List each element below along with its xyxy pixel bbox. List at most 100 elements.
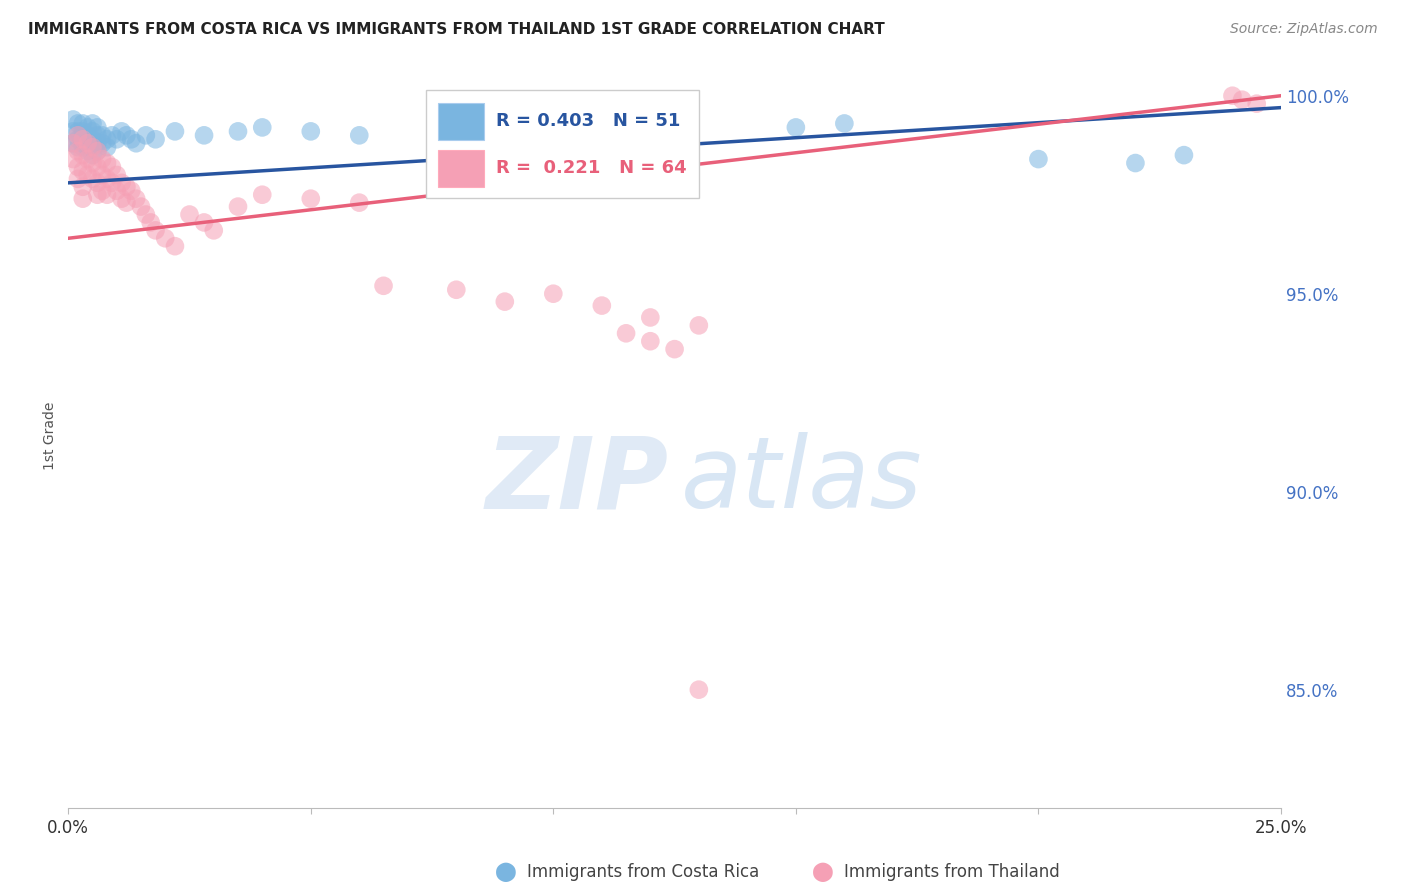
Point xyxy=(834,116,856,130)
Point xyxy=(193,215,215,229)
Point xyxy=(96,140,118,154)
Point xyxy=(105,132,128,146)
Text: ⬤: ⬤ xyxy=(495,863,517,882)
Point xyxy=(62,136,84,151)
Point xyxy=(115,128,138,143)
Point xyxy=(202,223,225,237)
Text: R = 0.403   N = 51: R = 0.403 N = 51 xyxy=(496,112,681,130)
Point xyxy=(640,124,662,138)
Point xyxy=(72,140,94,154)
Text: IMMIGRANTS FROM COSTA RICA VS IMMIGRANTS FROM THAILAND 1ST GRADE CORRELATION CHA: IMMIGRANTS FROM COSTA RICA VS IMMIGRANTS… xyxy=(28,22,884,37)
Point xyxy=(1028,152,1050,166)
FancyBboxPatch shape xyxy=(426,90,699,198)
Text: Source: ZipAtlas.com: Source: ZipAtlas.com xyxy=(1230,22,1378,37)
Point xyxy=(101,176,124,190)
Point xyxy=(96,132,118,146)
Text: ⬤: ⬤ xyxy=(811,863,834,882)
Point xyxy=(139,215,162,229)
Point xyxy=(115,195,138,210)
Point xyxy=(349,195,371,210)
Point xyxy=(543,286,565,301)
Point xyxy=(120,184,142,198)
Point xyxy=(76,168,98,182)
Point xyxy=(72,164,94,178)
Point xyxy=(66,144,89,158)
Point xyxy=(82,116,104,130)
Point xyxy=(1230,93,1253,107)
Point xyxy=(110,192,132,206)
Point xyxy=(145,132,167,146)
Point xyxy=(82,156,104,170)
Point xyxy=(125,192,148,206)
Point xyxy=(86,136,108,151)
Point xyxy=(110,124,132,138)
Point xyxy=(62,136,84,151)
Text: Immigrants from Thailand: Immigrants from Thailand xyxy=(844,863,1059,881)
Point xyxy=(72,192,94,206)
Point xyxy=(91,168,114,182)
Point xyxy=(82,124,104,138)
Point xyxy=(110,176,132,190)
Point xyxy=(66,132,89,146)
Point xyxy=(96,187,118,202)
FancyBboxPatch shape xyxy=(439,103,484,140)
Point xyxy=(179,207,201,221)
Point xyxy=(82,132,104,146)
Point xyxy=(101,160,124,174)
Point xyxy=(82,148,104,162)
Point xyxy=(91,152,114,166)
Point xyxy=(614,326,637,341)
Point xyxy=(66,116,89,130)
Point xyxy=(226,200,249,214)
Text: R =  0.221   N = 64: R = 0.221 N = 64 xyxy=(496,160,688,178)
Point xyxy=(62,124,84,138)
Point xyxy=(86,128,108,143)
Point xyxy=(155,231,177,245)
Point xyxy=(82,140,104,154)
Y-axis label: 1st Grade: 1st Grade xyxy=(44,402,58,470)
Text: ZIP: ZIP xyxy=(485,433,668,530)
Point xyxy=(446,124,468,138)
Point xyxy=(86,144,108,158)
Point xyxy=(135,128,157,143)
Point xyxy=(72,128,94,143)
Point xyxy=(86,120,108,135)
Point xyxy=(86,144,108,158)
Point xyxy=(105,168,128,182)
Point xyxy=(66,124,89,138)
Point xyxy=(76,136,98,151)
Point xyxy=(640,310,662,325)
Point xyxy=(252,187,274,202)
Point xyxy=(72,136,94,151)
Point xyxy=(66,128,89,143)
Point xyxy=(129,200,152,214)
Point xyxy=(91,184,114,198)
Point xyxy=(82,172,104,186)
Point xyxy=(91,136,114,151)
Text: Immigrants from Costa Rica: Immigrants from Costa Rica xyxy=(527,863,759,881)
Point xyxy=(446,283,468,297)
Point xyxy=(640,334,662,349)
Point xyxy=(664,342,686,356)
Point xyxy=(62,112,84,127)
Point xyxy=(91,128,114,143)
Point xyxy=(1222,88,1244,103)
Point xyxy=(72,148,94,162)
Point xyxy=(76,120,98,135)
Point xyxy=(494,294,516,309)
Point xyxy=(1173,148,1195,162)
Point xyxy=(591,299,613,313)
Point xyxy=(72,116,94,130)
Point xyxy=(299,124,322,138)
Point xyxy=(82,140,104,154)
Point xyxy=(86,176,108,190)
Point xyxy=(86,160,108,174)
Point xyxy=(688,682,710,697)
Point xyxy=(145,223,167,237)
Point xyxy=(1246,96,1268,111)
Point xyxy=(76,152,98,166)
Point xyxy=(66,140,89,154)
Point xyxy=(96,156,118,170)
Point xyxy=(252,120,274,135)
Point xyxy=(163,124,186,138)
